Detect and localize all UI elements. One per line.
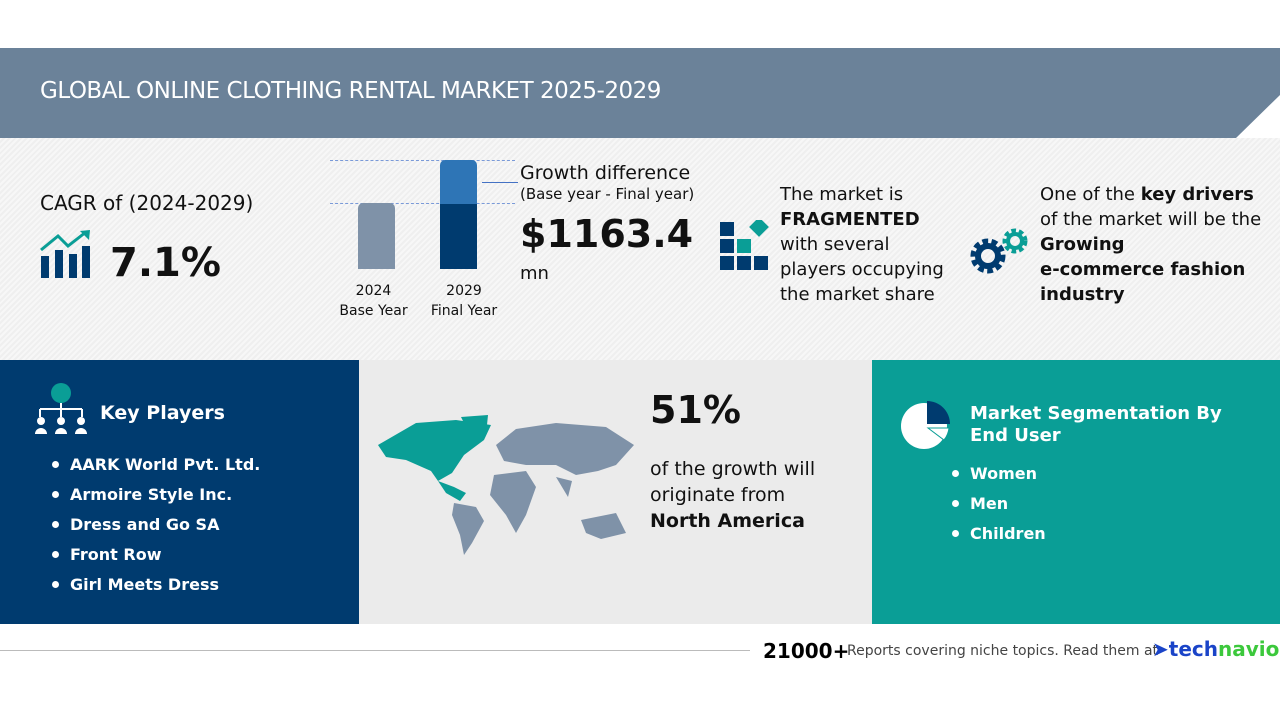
region-percent: 51% — [650, 388, 741, 432]
bar-label-2024: 2024 Base Year — [336, 281, 411, 321]
segmentation-panel — [872, 360, 1280, 624]
growth-title: Growth difference — [520, 162, 691, 184]
growth-value: $1163.4 — [520, 212, 694, 256]
growth-unit: mn — [520, 263, 549, 284]
text: with several — [780, 234, 890, 255]
footer-divider — [0, 650, 750, 651]
segment-item: Men — [951, 494, 1009, 513]
growth-chart-icon — [40, 230, 90, 278]
text: the market share — [780, 284, 935, 305]
region-name: North America — [650, 510, 805, 532]
footer-text: Reports covering niche topics. Read them… — [847, 643, 1159, 659]
key-players-title: Key Players — [100, 402, 225, 424]
regional-panel — [359, 360, 872, 624]
region-text: of the growth will originate from North Am… — [650, 456, 815, 534]
key-players-panel — [0, 360, 359, 624]
text: e-commerce fashion — [1040, 259, 1246, 280]
text: Market Segmentation By — [970, 403, 1222, 424]
summary-band — [0, 138, 1280, 360]
fragmented-blocks-icon — [720, 220, 769, 270]
header-banner — [0, 48, 1280, 138]
text: players occupying — [780, 259, 944, 280]
page-title: GLOBAL ONLINE CLOTHING RENTAL MARKET 202… — [40, 78, 661, 104]
text: One of the — [1040, 184, 1141, 205]
gears-icon — [970, 228, 1028, 274]
logo-text: tech — [1168, 637, 1218, 661]
player-item: AARK World Pvt. Ltd. — [51, 455, 261, 474]
bar-2029-base — [440, 204, 477, 269]
text: of the market will be the — [1040, 209, 1262, 230]
guide-line-base — [330, 203, 515, 204]
cagr-value: 7.1% — [110, 240, 221, 286]
year: 2029 — [446, 283, 482, 299]
bar-2024 — [358, 203, 395, 269]
arrow-icon — [482, 182, 518, 183]
market-structure-text: The market is FRAGMENTED with several playe… — [780, 182, 944, 307]
segment-item: Children — [952, 524, 1046, 543]
key-driver-text: One of the key drivers of the market wil… — [1040, 182, 1261, 307]
guide-line-top — [330, 160, 515, 161]
player-item: Armoire Style Inc. — [51, 485, 233, 504]
text: Growing — [1040, 234, 1125, 255]
player-item: Girl Meets Dress — [52, 575, 219, 594]
text: End User — [970, 425, 1061, 446]
network-people-icon — [35, 383, 87, 434]
text: originate from — [650, 484, 786, 506]
reports-count: 21000+ — [763, 639, 850, 663]
year-label: Base Year — [339, 303, 408, 319]
text: industry — [1040, 284, 1125, 305]
header-corner — [1236, 95, 1280, 138]
technavio-logo[interactable]: ➤technavio — [1152, 637, 1279, 661]
bar-label-2029: 2029 Final Year — [424, 281, 504, 321]
text: The market is — [780, 184, 904, 205]
segmentation-title: Market Segmentation By End User — [970, 403, 1222, 447]
growth-subtitle: (Base year - Final year) — [520, 185, 695, 203]
year: 2024 — [355, 283, 392, 299]
pie-chart-icon — [901, 401, 950, 449]
text: key drivers — [1140, 184, 1254, 205]
player-item: Dress and Go SA — [51, 515, 220, 534]
logo-arrow-icon: ➤ — [1152, 637, 1169, 661]
year-label: Final Year — [430, 303, 498, 319]
player-item: Front Row — [52, 545, 162, 564]
segment-item: Women — [952, 464, 1037, 483]
bar-2029-growth — [440, 160, 477, 204]
text: of the growth will — [650, 458, 816, 480]
world-map — [378, 415, 634, 555]
fragmented-label: FRAGMENTED — [780, 209, 920, 230]
cagr-label: CAGR of (2024-2029) — [40, 191, 254, 215]
logo-text: navio — [1217, 637, 1280, 661]
